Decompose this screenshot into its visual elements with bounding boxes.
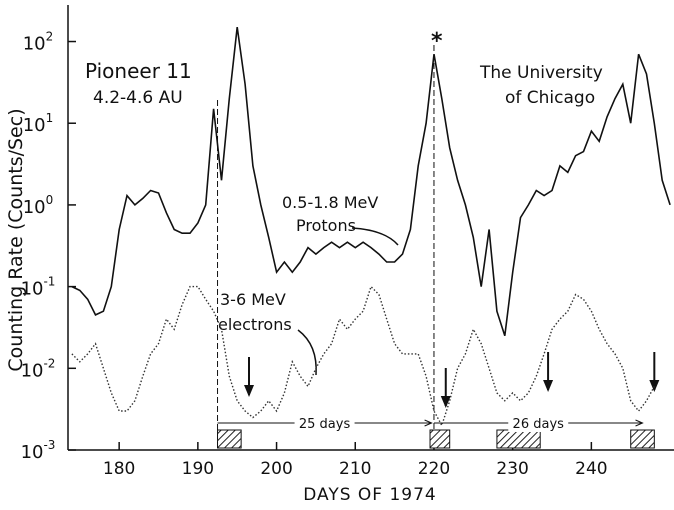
y-tick-base: 10 — [23, 115, 46, 136]
annotation: 3-6 MeV — [220, 290, 286, 309]
annotation: 0.5-1.8 MeV — [282, 193, 378, 212]
y-tick-exponent: 1 — [46, 111, 54, 125]
shaded-interval — [429, 429, 451, 449]
y-axis-title: Counting Rate (Counts/Sec) — [5, 108, 27, 371]
y-tick-label: 102 — [23, 30, 54, 55]
y-tick-exponent: -1 — [43, 275, 55, 289]
annotation: 4.2-4.6 AU — [93, 88, 183, 108]
arrow-head — [649, 380, 660, 392]
y-tick-base: 10 — [21, 360, 44, 381]
annotation: of Chicago — [505, 88, 595, 108]
span-label-bg — [508, 414, 569, 432]
shaded-interval — [496, 429, 541, 449]
span-head — [424, 419, 433, 427]
series-line — [71, 285, 655, 428]
pointer — [351, 227, 399, 246]
y-tick-label: 101 — [23, 111, 54, 136]
y-tick-label: 10-2 — [21, 356, 56, 381]
x-tick-label: 230 — [496, 459, 528, 479]
y-tick-label: 10-3 — [21, 438, 56, 463]
pointer — [297, 329, 317, 376]
x-tick-label: 200 — [260, 459, 292, 479]
x-tick-label: 220 — [418, 459, 450, 479]
annotation: The University — [479, 63, 603, 83]
arrow-head — [244, 385, 255, 397]
span-label: 26 days — [513, 417, 565, 432]
y-tick-exponent: 0 — [46, 193, 54, 207]
x-tick-label: 210 — [339, 459, 371, 479]
y-tick-base: 10 — [21, 442, 44, 463]
arrow-head — [440, 396, 451, 408]
y-tick-exponent: 2 — [46, 30, 54, 44]
annotation: Protons — [296, 216, 356, 235]
y-tick-exponent: -3 — [43, 438, 55, 452]
span-label: 25 days — [299, 417, 351, 432]
span-head — [635, 419, 644, 427]
series-line — [71, 26, 671, 337]
span-label-bg — [294, 414, 355, 432]
x-tick-label: 180 — [103, 459, 135, 479]
x-tick-label: 240 — [575, 459, 607, 479]
shaded-interval — [630, 429, 655, 449]
y-tick-label: 10-1 — [21, 275, 56, 300]
annotation: Pioneer 11 — [85, 59, 192, 83]
y-tick-exponent: -2 — [43, 356, 55, 370]
y-tick-base: 10 — [23, 197, 46, 218]
annotation: * — [431, 29, 443, 54]
shaded-interval — [217, 429, 242, 449]
x-axis-title: DAYS OF 1974 — [303, 485, 437, 505]
y-tick-label: 100 — [23, 193, 54, 218]
y-tick-base: 10 — [21, 279, 44, 300]
y-tick-base: 10 — [23, 34, 46, 55]
annotation: electrons — [218, 315, 292, 334]
arrow-head — [543, 380, 554, 392]
x-tick-label: 190 — [182, 459, 214, 479]
